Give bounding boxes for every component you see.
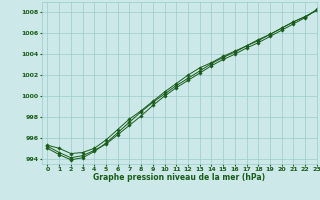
X-axis label: Graphe pression niveau de la mer (hPa): Graphe pression niveau de la mer (hPa) bbox=[93, 173, 265, 182]
